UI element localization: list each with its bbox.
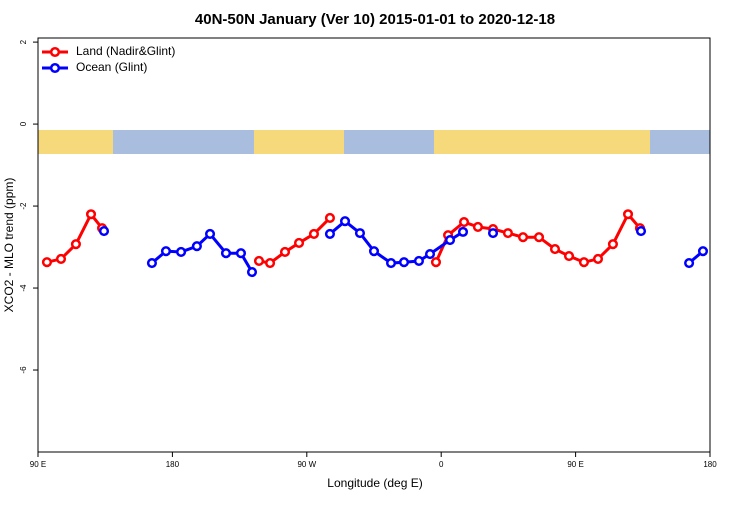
- x-tick-label: 0: [439, 460, 444, 469]
- point: [622, 209, 634, 220]
- point: [424, 248, 436, 260]
- y-tick-label: -4: [19, 284, 28, 292]
- point: [563, 251, 575, 262]
- y-tick-label: 0: [19, 121, 28, 126]
- point: [684, 257, 695, 269]
- point: [607, 239, 618, 250]
- point: [549, 244, 561, 255]
- y-tick-label: 2: [19, 39, 28, 44]
- x-tick-label: 90 W: [297, 460, 316, 469]
- point: [176, 246, 187, 258]
- chart-title: 40N-50N January (Ver 10) 2015-01-01 to 2…: [195, 11, 555, 28]
- point: [308, 228, 320, 239]
- point: [55, 253, 67, 264]
- point: [430, 257, 442, 268]
- point: [487, 228, 499, 239]
- legend-label: Ocean (Glint): [76, 60, 147, 74]
- point: [592, 253, 604, 264]
- point: [220, 248, 232, 259]
- point: [458, 216, 470, 228]
- point: [204, 228, 216, 239]
- x-axis-title: Longitude (deg E): [327, 476, 422, 490]
- point: [635, 226, 647, 237]
- point: [253, 255, 265, 267]
- point: [517, 232, 529, 243]
- point: [235, 248, 246, 259]
- point: [160, 246, 172, 257]
- point: [146, 257, 157, 269]
- point: [457, 226, 469, 237]
- point: [293, 237, 305, 249]
- point: [324, 212, 335, 223]
- y-tick-label: -6: [19, 366, 28, 374]
- point: [98, 226, 110, 237]
- point: [502, 228, 514, 239]
- point: [191, 241, 202, 252]
- point: [385, 257, 397, 269]
- point: [578, 257, 590, 268]
- x-tick-label: 90 E: [30, 460, 46, 469]
- point: [354, 228, 366, 239]
- point: [279, 246, 291, 258]
- point: [246, 267, 258, 278]
- legend-label: Land (Nadir&Glint): [76, 44, 175, 58]
- point: [70, 239, 81, 250]
- point: [85, 209, 97, 220]
- point: [398, 257, 410, 268]
- legend-marker: [49, 62, 61, 74]
- y-axis-title: XCO2 - MLO trend (ppm): [2, 178, 16, 313]
- point: [472, 221, 483, 233]
- x-tick-label: 180: [166, 460, 180, 469]
- point: [444, 235, 456, 246]
- point: [368, 246, 380, 257]
- point: [533, 232, 545, 243]
- legend-marker: [49, 46, 61, 58]
- point: [413, 255, 424, 267]
- plot-frame: [37, 37, 711, 453]
- x-tick-label: 180: [703, 460, 717, 469]
- point: [41, 257, 53, 268]
- point: [324, 228, 335, 239]
- map-strip: [38, 130, 710, 154]
- point: [697, 246, 709, 257]
- point: [265, 257, 276, 269]
- y-tick-label: -2: [19, 202, 28, 210]
- x-tick-label: 90 E: [567, 460, 583, 469]
- point: [339, 216, 351, 227]
